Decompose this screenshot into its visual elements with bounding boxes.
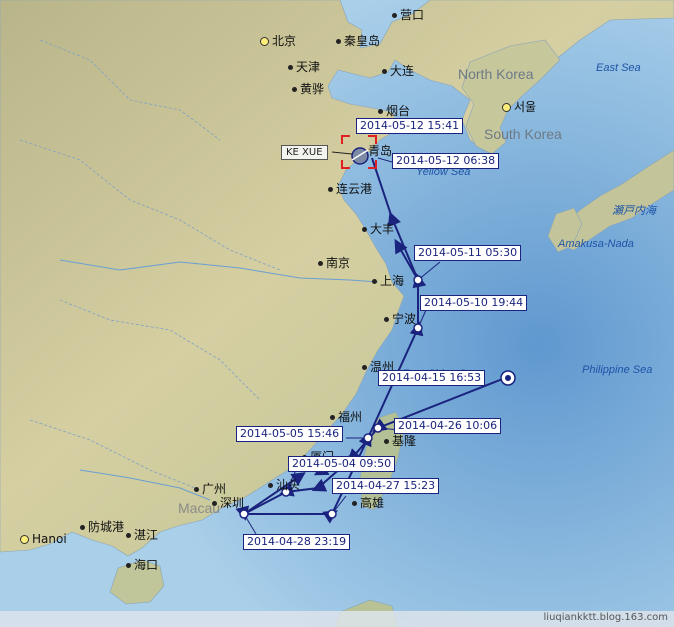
footer-bar: liuqiankktt.blog.163.com (0, 611, 674, 627)
city-label: 深圳 (212, 496, 244, 510)
city-label: 宁波 (384, 312, 416, 326)
city-label: 秦皇岛 (336, 34, 380, 48)
city-dot-icon (352, 501, 357, 506)
sea-yellow-sea: Yellow Sea (416, 166, 471, 178)
track-label[interactable]: 2014-05-11 05:30 (414, 245, 522, 261)
city-dot-icon (268, 483, 273, 488)
city-dot-icon (126, 563, 131, 568)
sea-philippine-sea: Philippine Sea (582, 364, 653, 376)
waypoints (239, 275, 423, 519)
city-dot-icon (378, 109, 383, 114)
city-dot-icon (80, 525, 85, 530)
capital-icon (20, 535, 29, 544)
capital-icon (502, 103, 511, 112)
city-label: 北京 (260, 34, 296, 48)
ship-position-icon[interactable] (351, 147, 369, 165)
city-label: 서울 (502, 100, 536, 114)
city-label: 湛江 (126, 528, 158, 542)
track-label[interactable]: 2014-05-04 09:50 (288, 456, 396, 472)
city-dot-icon (362, 227, 367, 232)
track-label[interactable]: 2014-04-15 16:53 (378, 370, 486, 386)
hainan-island (109, 559, 165, 605)
sea-amakusa-nada: Amakusa-Nada (558, 238, 634, 250)
city-dot-icon (392, 13, 397, 18)
track-label[interactable]: 2014-05-12 15:41 (356, 118, 464, 134)
city-dot-icon (372, 279, 377, 284)
ship-name-leader (331, 151, 353, 155)
city-label: 高雄 (352, 496, 384, 510)
track-label[interactable]: 2014-04-27 15:23 (332, 478, 440, 494)
city-label: 广州 (194, 482, 226, 496)
city-label: Hanoi (20, 532, 67, 546)
start-point-icon[interactable] (500, 370, 516, 386)
city-dot-icon (384, 317, 389, 322)
city-dot-icon (328, 187, 333, 192)
city-dot-icon (330, 415, 335, 420)
city-dot-icon (318, 261, 323, 266)
region-south-korea: South Korea (484, 126, 562, 142)
city-label: 汕头 (268, 478, 300, 492)
city-label: 天津 (288, 60, 320, 74)
track-label[interactable]: 2014-04-28 23:19 (243, 534, 351, 550)
region-macau: Macau (178, 500, 221, 516)
track-label[interactable]: 2014-05-05 15:46 (236, 426, 344, 442)
city-label: 福州 (330, 410, 362, 424)
capital-icon (260, 37, 269, 46)
city-label: 大连 (382, 64, 414, 78)
region-north-korea: North Korea (458, 66, 534, 82)
city-label: 上海 (372, 274, 404, 288)
city-label: 海口 (126, 558, 158, 572)
city-label: 基隆 (384, 434, 416, 448)
track-label[interactable]: 2014-05-12 06:38 (392, 153, 500, 169)
city-dot-icon (288, 65, 293, 70)
kyushu-island (547, 207, 583, 253)
track-label[interactable]: 2014-04-26 10:06 (394, 418, 502, 434)
vessel-name-label[interactable]: KE XUE (281, 145, 328, 160)
city-label: 南京 (318, 256, 350, 270)
city-dot-icon (382, 69, 387, 74)
city-label: 烟台 (378, 104, 410, 118)
korea-peninsula (461, 39, 561, 155)
city-dot-icon (384, 439, 389, 444)
city-label: 大丰 (362, 222, 394, 236)
sea-seto-inland: 瀬戸内海 (612, 205, 656, 217)
sea-east-sea: East Sea (596, 62, 641, 74)
city-label: 防城港 (80, 520, 124, 534)
city-dot-icon (292, 87, 297, 92)
city-dot-icon (194, 487, 199, 492)
city-dot-icon (362, 365, 367, 370)
watermark-text: liuqiankktt.blog.163.com (543, 612, 668, 623)
city-label: 连云港 (328, 182, 372, 196)
track-label[interactable]: 2014-05-10 19:44 (420, 295, 528, 311)
city-label: 营口 (392, 8, 424, 22)
city-label: 黄骅 (292, 82, 324, 96)
target-bracket-icon (341, 135, 377, 169)
city-dot-icon (212, 501, 217, 506)
city-dot-icon (126, 533, 131, 538)
city-dot-icon (336, 39, 341, 44)
city-label: 青岛 (368, 144, 393, 158)
